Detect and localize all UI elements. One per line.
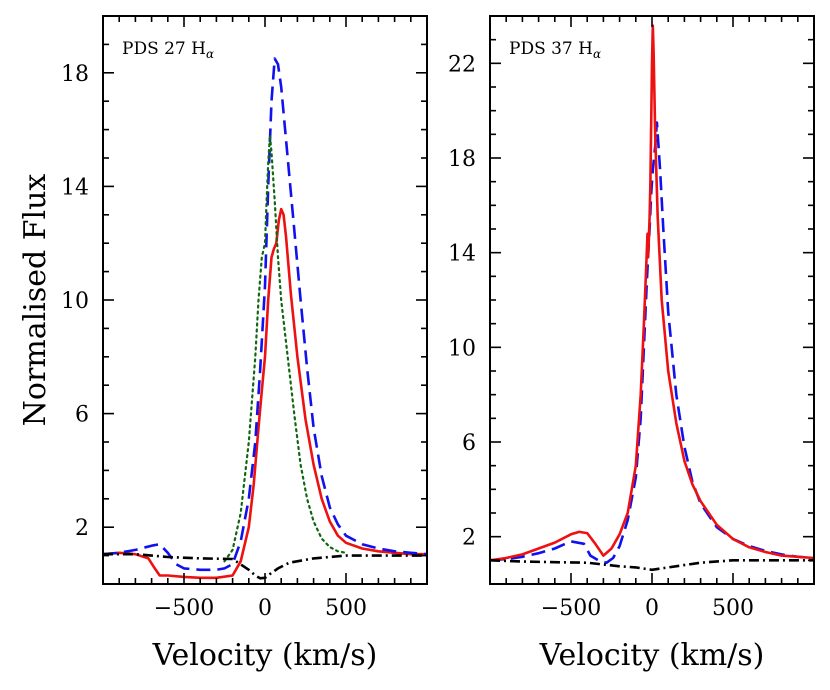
panel-label-main: PDS 27 H xyxy=(122,39,206,59)
panel-label-main: PDS 37 H xyxy=(509,39,593,59)
x-tick-label: 500 xyxy=(712,596,754,621)
y-tick-label: 18 xyxy=(61,62,89,87)
x-axis-title: Velocity (km/s) xyxy=(539,638,765,673)
y-tick-label: 18 xyxy=(448,147,476,172)
y-tick-label: 6 xyxy=(462,431,476,456)
series-blue-dashed xyxy=(490,121,814,564)
panel-label-subscript: α xyxy=(593,47,601,61)
x-tick-label: −500 xyxy=(541,596,601,621)
series-black-dashdot xyxy=(490,559,814,572)
y-tick-label: 2 xyxy=(462,526,476,551)
x-axis-title: Velocity (km/s) xyxy=(152,638,378,673)
x-tick-label: 0 xyxy=(258,596,272,621)
series-red-solid xyxy=(103,207,427,580)
panel-label: PDS 37 Hα xyxy=(509,39,601,61)
y-tick-label: 10 xyxy=(448,336,476,361)
panel-pds37: −500 0 500 2 6 10 14 18 22 Velocity (km/s) PDS 37 … xyxy=(448,15,815,673)
series-blue-dashed xyxy=(103,57,427,572)
y-tick-label: 22 xyxy=(448,52,476,77)
y-tick-label: 14 xyxy=(61,175,89,200)
panel-pds27: −500 0 500 2 6 10 14 18 Velocity (km/s) PDS 27 Hα xyxy=(61,15,428,673)
panel-label-subscript: α xyxy=(206,47,214,61)
series-green-dotted xyxy=(223,134,348,563)
y-tick-label: 6 xyxy=(75,403,89,428)
panel-label: PDS 27 Hα xyxy=(122,39,214,61)
x-tick-label: −500 xyxy=(154,596,214,621)
series-black-dashdot xyxy=(103,552,427,580)
series-group xyxy=(490,24,814,572)
series-group xyxy=(103,57,427,580)
x-tick-label: 500 xyxy=(325,596,367,621)
series-red-solid xyxy=(490,24,814,562)
y-tick-label: 10 xyxy=(61,289,89,314)
y-tick-label: 14 xyxy=(448,242,476,267)
x-tick-label: 0 xyxy=(645,596,659,621)
y-tick-label: 2 xyxy=(75,516,89,541)
y-axis-title: Normalised Flux xyxy=(18,174,53,427)
